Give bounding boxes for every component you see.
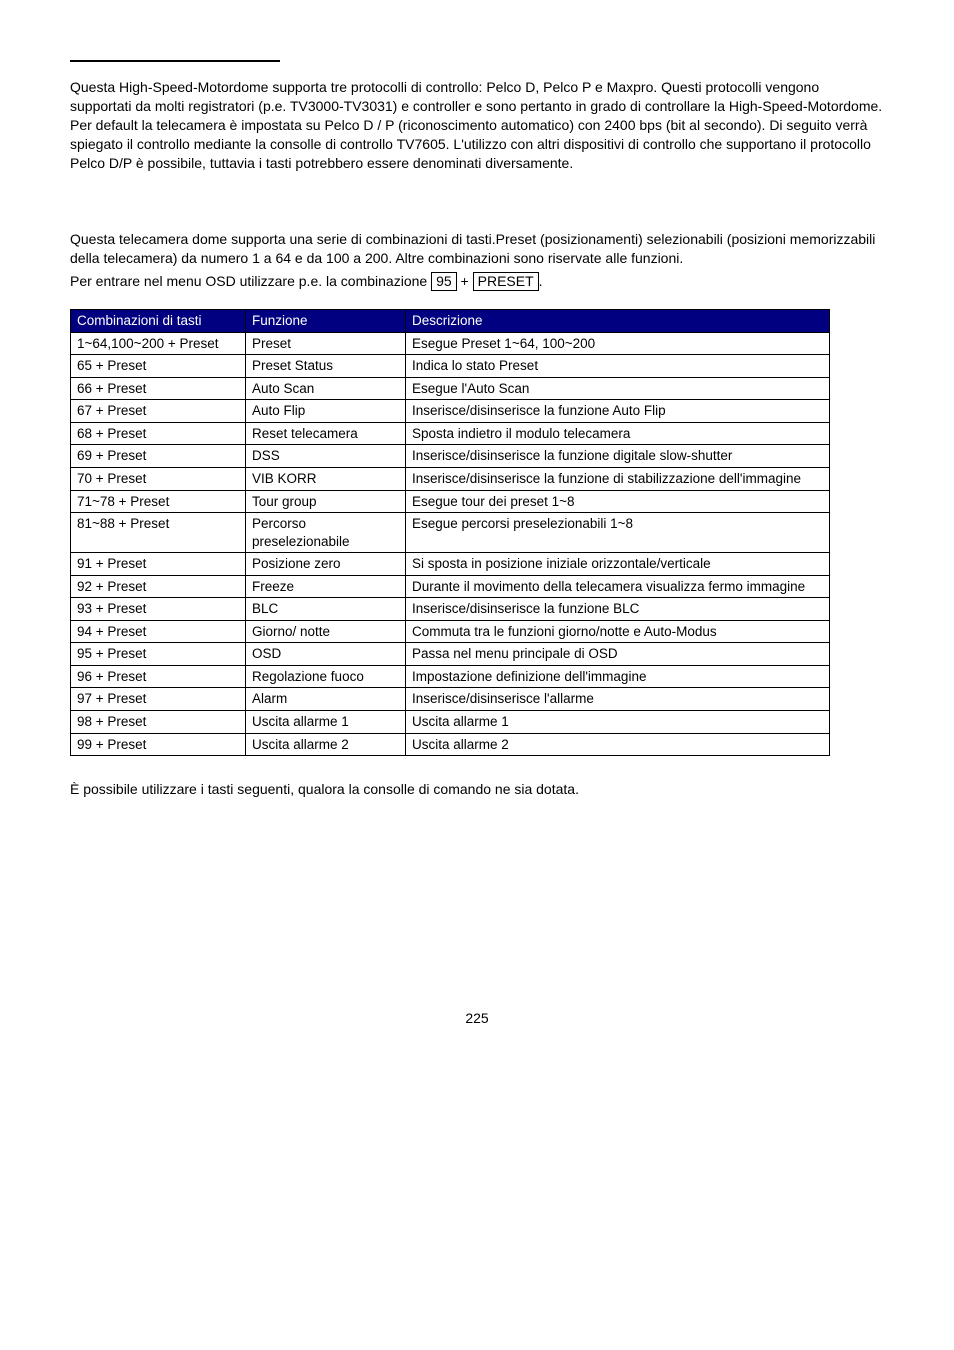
table-row: 97 + PresetAlarmInserisce/disinserisce l… [71,688,830,711]
cell: BLC [246,598,406,621]
table-row: 96 + PresetRegolazione fuocoImpostazione… [71,665,830,688]
table-header-row: Combinazioni di tasti Funzione Descrizio… [71,310,830,333]
cell: Uscita allarme 1 [406,710,830,733]
cell: Tour group [246,490,406,513]
cell: Uscita allarme 2 [406,733,830,756]
cell: 81~88 + Preset [71,513,246,553]
cell: Si sposta in posizione iniziale orizzont… [406,553,830,576]
intro-paragraph-1: Questa High-Speed-Motordome supporta tre… [70,78,884,172]
cell: Commuta tra le funzioni giorno/notte e A… [406,620,830,643]
table-row: 70 + PresetVIB KORRInserisce/disinserisc… [71,467,830,490]
cell: Inserisce/disinserisce l'allarme [406,688,830,711]
cell: 70 + Preset [71,467,246,490]
cell: Alarm [246,688,406,711]
functions-table: Combinazioni di tasti Funzione Descrizio… [70,309,830,756]
table-row: 67 + PresetAuto FlipInserisce/disinseris… [71,400,830,423]
closing-paragraph: È possibile utilizzare i tasti seguenti,… [70,780,884,799]
cell: 98 + Preset [71,710,246,733]
cell: Durante il movimento della telecamera vi… [406,575,830,598]
cell: Preset Status [246,355,406,378]
cell: Freeze [246,575,406,598]
cell: 93 + Preset [71,598,246,621]
table-row: 99 + PresetUscita allarme 2Uscita allarm… [71,733,830,756]
cell: 71~78 + Preset [71,490,246,513]
cell: Uscita allarme 1 [246,710,406,733]
cell: Inserisce/disinserisce la funzione di st… [406,467,830,490]
cell: Percorso preselezionabile [246,513,406,553]
cell: Posizione zero [246,553,406,576]
table-row: 66 + PresetAuto ScanEsegue l'Auto Scan [71,377,830,400]
table-row: 93 + PresetBLCInserisce/disinserisce la … [71,598,830,621]
header-combinazioni: Combinazioni di tasti [71,310,246,333]
cell: Inserisce/disinserisce la funzione BLC [406,598,830,621]
table-row: 98 + PresetUscita allarme 1Uscita allarm… [71,710,830,733]
cell: Esegue percorsi preselezionabili 1~8 [406,513,830,553]
cell: 66 + Preset [71,377,246,400]
page-number: 225 [70,1009,884,1028]
cell: 1~64,100~200 + Preset [71,332,246,355]
cell: 96 + Preset [71,665,246,688]
table-row: 94 + PresetGiorno/ notteCommuta tra le f… [71,620,830,643]
cell: Esegue l'Auto Scan [406,377,830,400]
cell: VIB KORR [246,467,406,490]
cell: Inserisce/disinserisce la funzione Auto … [406,400,830,423]
cell: Auto Flip [246,400,406,423]
table-row: 69 + PresetDSSInserisce/disinserisce la … [71,445,830,468]
cell: Impostazione definizione dell'immagine [406,665,830,688]
cell: Auto Scan [246,377,406,400]
header-descrizione: Descrizione [406,310,830,333]
osd-instruction: Per entrare nel menu OSD utilizzare p.e.… [70,272,884,291]
plus-text: + [457,273,473,289]
table-row: 71~78 + PresetTour groupEsegue tour dei … [71,490,830,513]
cell: Preset [246,332,406,355]
cell: 99 + Preset [71,733,246,756]
cell: Esegue tour dei preset 1~8 [406,490,830,513]
cell: 68 + Preset [71,422,246,445]
table-row: 1~64,100~200 + PresetPresetEsegue Preset… [71,332,830,355]
table-row: 95 + PresetOSDPassa nel menu principale … [71,643,830,666]
table-row: 92 + PresetFreezeDurante il movimento de… [71,575,830,598]
cell: 94 + Preset [71,620,246,643]
heading-rule [70,60,280,62]
cell: OSD [246,643,406,666]
intro-paragraph-2: Questa telecamera dome supporta una seri… [70,230,884,268]
period: . [539,273,543,289]
cell: 67 + Preset [71,400,246,423]
table-row: 65 + PresetPreset StatusIndica lo stato … [71,355,830,378]
cell: 65 + Preset [71,355,246,378]
instruction-text: Per entrare nel menu OSD utilizzare p.e.… [70,273,431,289]
cell: Indica lo stato Preset [406,355,830,378]
cell: Regolazione fuoco [246,665,406,688]
table-row: 91 + PresetPosizione zeroSi sposta in po… [71,553,830,576]
header-funzione: Funzione [246,310,406,333]
key-preset: PRESET [473,272,539,291]
cell: Esegue Preset 1~64, 100~200 [406,332,830,355]
cell: 91 + Preset [71,553,246,576]
table-row: 68 + PresetReset telecameraSposta indiet… [71,422,830,445]
cell: 97 + Preset [71,688,246,711]
key-95: 95 [431,272,457,291]
cell: Passa nel menu principale di OSD [406,643,830,666]
cell: DSS [246,445,406,468]
cell: 92 + Preset [71,575,246,598]
cell: Uscita allarme 2 [246,733,406,756]
cell: Sposta indietro il modulo telecamera [406,422,830,445]
table-row: 81~88 + PresetPercorso preselezionabileE… [71,513,830,553]
cell: 95 + Preset [71,643,246,666]
cell: Reset telecamera [246,422,406,445]
cell: Giorno/ notte [246,620,406,643]
cell: Inserisce/disinserisce la funzione digit… [406,445,830,468]
cell: 69 + Preset [71,445,246,468]
